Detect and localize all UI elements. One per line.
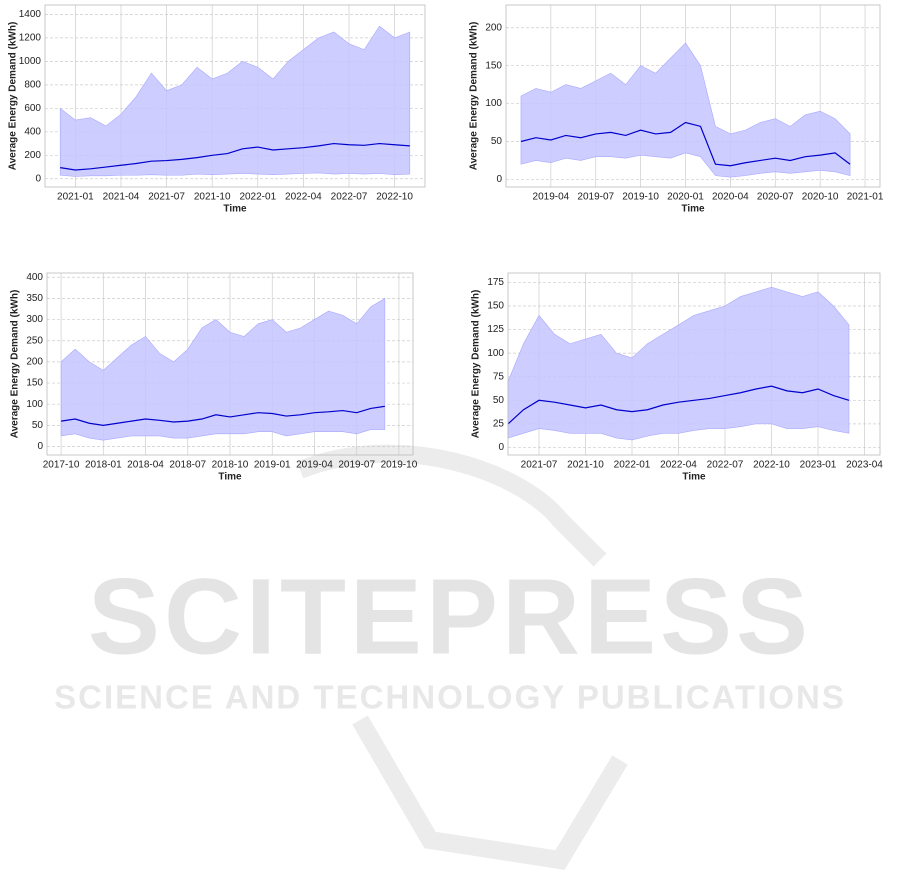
band-area — [507, 286, 850, 441]
y-tick-label: 100 — [485, 98, 502, 109]
y-tick-label: 50 — [491, 136, 503, 147]
x-tick-label: 2018-04 — [127, 460, 164, 471]
y-tick-label: 150 — [485, 60, 502, 71]
y-tick-label: 1000 — [19, 56, 42, 67]
x-tick-label: 2019-07 — [338, 460, 375, 471]
x-tick-label: 2019-04 — [533, 192, 570, 203]
x-axis-label: Time — [223, 204, 247, 215]
y-tick-label: 800 — [24, 79, 41, 90]
x-tick-label: 2017-10 — [43, 460, 80, 471]
y-tick-label: 350 — [26, 293, 43, 304]
x-axis-label: Time — [682, 472, 706, 483]
watermark-subtitle: SCIENCE AND TECHNOLOGY PUBLICATIONS — [54, 679, 846, 716]
x-tick-label: 2022-07 — [331, 192, 368, 203]
x-tick-label: 2021-10 — [194, 192, 231, 203]
x-tick-label: 2022-04 — [660, 460, 697, 471]
y-tick-label: 175 — [487, 277, 504, 288]
x-tick-label: 2020-04 — [712, 192, 749, 203]
x-tick-label: 2021-01 — [847, 192, 884, 203]
y-tick-label: 150 — [487, 301, 504, 312]
y-tick-label: 150 — [26, 378, 43, 389]
x-tick-label: 2022-07 — [707, 460, 744, 471]
watermark-swoosh — [296, 444, 628, 870]
y-tick-label: 200 — [24, 150, 41, 161]
y-axis-label: Average Energy Demand (kWh) — [471, 290, 482, 439]
x-tick-label: 2021-01 — [57, 192, 94, 203]
x-tick-label: 2022-04 — [285, 192, 322, 203]
mean-line — [60, 142, 410, 171]
plot-frame — [507, 272, 881, 456]
x-tick-label: 2020-01 — [667, 192, 704, 203]
x-tick-label: 2019-01 — [254, 460, 291, 471]
x-tick-label: 2021-04 — [103, 192, 140, 203]
x-tick-label: 2020-07 — [757, 192, 794, 203]
y-tick-label: 1400 — [19, 9, 42, 20]
watermark-title: SCITEPRESS — [88, 556, 812, 677]
mean-line — [507, 385, 850, 425]
band-area — [59, 25, 411, 177]
x-tick-label: 2019-04 — [296, 460, 333, 471]
x-tick-label: 2022-01 — [614, 460, 651, 471]
x-tick-label: 2019-10 — [622, 192, 659, 203]
y-tick-label: 0 — [35, 173, 41, 184]
band-area — [60, 297, 386, 441]
y-axis-label: Average Energy Demand (kWh) — [469, 22, 480, 171]
x-tick-label: 2022-01 — [239, 192, 276, 203]
x-tick-label: 2021-10 — [567, 460, 604, 471]
y-tick-label: 200 — [26, 357, 43, 368]
y-tick-label: 100 — [487, 348, 504, 359]
x-tick-label: 2022-10 — [376, 192, 413, 203]
plot-frame — [44, 4, 426, 188]
x-tick-label: 2018-01 — [85, 460, 122, 471]
y-tick-label: 50 — [32, 420, 44, 431]
plot-frame — [46, 272, 414, 456]
x-tick-label: 2021-07 — [521, 460, 558, 471]
y-axis-label: Average Energy Demand (kWh) — [10, 290, 21, 439]
mean-line — [520, 121, 851, 167]
x-tick-label: 2018-07 — [169, 460, 206, 471]
x-tick-label: 2019-07 — [577, 192, 614, 203]
y-tick-label: 250 — [26, 335, 43, 346]
x-tick-label: 2022-10 — [753, 460, 790, 471]
y-tick-label: 400 — [26, 272, 43, 283]
y-tick-label: 125 — [487, 324, 504, 335]
x-tick-label: 2019-10 — [381, 460, 418, 471]
y-tick-label: 0 — [37, 441, 43, 452]
y-tick-label: 1200 — [19, 33, 42, 44]
y-tick-label: 600 — [24, 103, 41, 114]
mean-line — [60, 405, 385, 426]
x-axis-label: Time — [218, 472, 242, 483]
x-tick-label: 2020-10 — [802, 192, 839, 203]
y-tick-label: 50 — [493, 395, 505, 406]
y-tick-label: 100 — [26, 399, 43, 410]
x-axis-label: Time — [681, 204, 705, 215]
plot-frame — [505, 4, 881, 188]
x-tick-label: 2023-01 — [800, 460, 837, 471]
y-tick-label: 0 — [496, 174, 502, 185]
y-tick-label: 400 — [24, 126, 41, 137]
band-area — [520, 42, 851, 178]
x-tick-label: 2023-04 — [846, 460, 883, 471]
y-tick-label: 0 — [498, 442, 504, 453]
y-axis-label: Average Energy Demand (kWh) — [8, 22, 19, 171]
x-tick-label: 2018-10 — [212, 460, 249, 471]
y-tick-label: 200 — [485, 22, 502, 33]
y-tick-label: 75 — [493, 371, 505, 382]
y-tick-label: 25 — [493, 419, 505, 430]
y-tick-label: 300 — [26, 314, 43, 325]
x-tick-label: 2021-07 — [148, 192, 185, 203]
